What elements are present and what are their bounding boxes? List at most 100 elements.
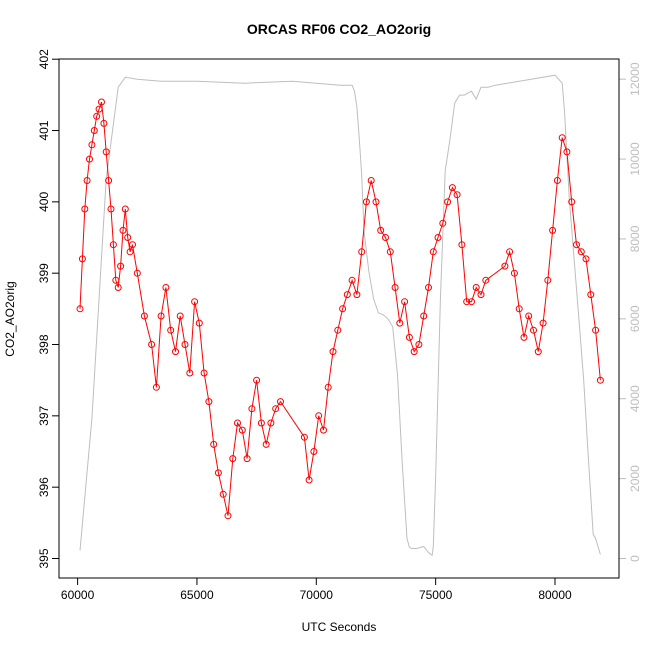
co2-point <box>405 333 413 341</box>
co2-point <box>539 319 547 327</box>
altitude-series <box>79 74 601 557</box>
co2-point <box>88 141 96 149</box>
altitude-line <box>79 74 601 557</box>
co2-point <box>525 312 533 320</box>
co2-point <box>186 369 194 377</box>
co2-point <box>573 241 580 249</box>
co2-point <box>93 112 101 120</box>
co2-point <box>377 226 385 234</box>
co2-point <box>429 248 437 256</box>
co2-point <box>472 284 480 291</box>
co2-point <box>107 205 115 213</box>
x-tick-label: 75000 <box>419 588 453 602</box>
co2-point <box>86 155 93 163</box>
co2-point <box>587 291 595 299</box>
y2-tick-label: 4000 <box>628 385 642 412</box>
co2-point <box>343 291 351 299</box>
y2-tick-label: 12000 <box>628 62 642 96</box>
co2-point <box>305 476 313 484</box>
co2-point <box>100 119 108 127</box>
co2-point <box>81 205 89 213</box>
co2-point <box>596 376 604 384</box>
co2-point <box>348 276 356 284</box>
co2-point <box>272 405 280 413</box>
co2-point <box>238 426 246 434</box>
co2-point <box>257 419 265 427</box>
co2-point <box>229 455 237 463</box>
axes: 60000 65000 70000 75000 80000395396397398399… <box>37 49 642 602</box>
co2-point <box>453 191 461 199</box>
plot-frame <box>58 58 620 579</box>
co2-point <box>121 205 129 213</box>
co2-point <box>582 255 590 263</box>
co2-point <box>162 284 170 291</box>
y-tick-label: 402 <box>37 49 51 69</box>
chart-title: ORCAS RF06 CO2_AO2orig <box>247 21 431 37</box>
co2-point <box>534 348 542 356</box>
co2-point <box>181 341 189 348</box>
co2-point <box>410 348 418 356</box>
co2-point <box>112 276 120 284</box>
co2-point <box>253 376 261 384</box>
y2-tick-label: 2000 <box>628 465 642 492</box>
co2-point <box>320 426 327 434</box>
co2-point <box>109 241 117 249</box>
co2-series <box>76 98 604 520</box>
co2-point <box>477 291 485 299</box>
co2-point <box>329 348 337 356</box>
co2-point <box>339 305 347 313</box>
co2-point <box>315 412 323 420</box>
co2-point <box>243 455 251 463</box>
co2-point <box>219 490 227 498</box>
co2-point <box>563 148 571 156</box>
co2-point <box>102 148 110 156</box>
co2-point <box>324 383 332 391</box>
x-tick-label: 70000 <box>300 588 334 602</box>
co2-point <box>463 298 471 306</box>
x-axis-label: UTC Seconds <box>302 620 377 634</box>
co2-point <box>458 241 466 249</box>
co2-point <box>300 433 308 441</box>
y-tick-label: 395 <box>37 548 51 568</box>
co2-point <box>577 248 585 256</box>
co2-point <box>358 248 366 256</box>
x-tick-label: 80000 <box>538 588 572 602</box>
co2-point <box>129 241 136 249</box>
co2-point <box>553 177 561 184</box>
co2-point <box>191 298 199 306</box>
co2-point <box>157 312 165 320</box>
co2-point <box>224 512 232 520</box>
x-tick-label: 60000 <box>61 588 95 602</box>
co2-point <box>117 262 125 270</box>
y2-tick-label: 8000 <box>628 225 642 252</box>
co2-point <box>391 284 399 291</box>
co2-point <box>140 312 148 320</box>
co2-point <box>420 312 428 320</box>
co2-point <box>382 234 389 241</box>
co2-point <box>114 284 122 291</box>
co2-point <box>172 348 179 356</box>
co2-point <box>372 198 380 206</box>
co2-point <box>148 341 156 348</box>
co2-point <box>592 326 600 334</box>
co2-point <box>362 198 370 206</box>
co2-point <box>520 333 528 341</box>
co2-point <box>176 312 184 320</box>
co2-point <box>468 298 475 306</box>
co2-point <box>310 448 318 455</box>
y-tick-label: 397 <box>37 406 51 426</box>
co2-point <box>267 419 275 427</box>
co2-point <box>506 248 514 256</box>
co2-point <box>277 398 284 406</box>
co2-point <box>83 177 91 184</box>
y-axis-label: CO2_AO2orig <box>3 281 17 356</box>
co2-point <box>105 177 113 184</box>
co2-point <box>90 127 98 134</box>
co2-point <box>415 341 423 348</box>
co2-point <box>396 319 404 327</box>
co2-point <box>195 319 203 327</box>
y-tick-label: 401 <box>37 120 51 140</box>
co2-point <box>510 269 518 277</box>
co2-point <box>425 284 432 291</box>
co2-point <box>515 305 523 313</box>
